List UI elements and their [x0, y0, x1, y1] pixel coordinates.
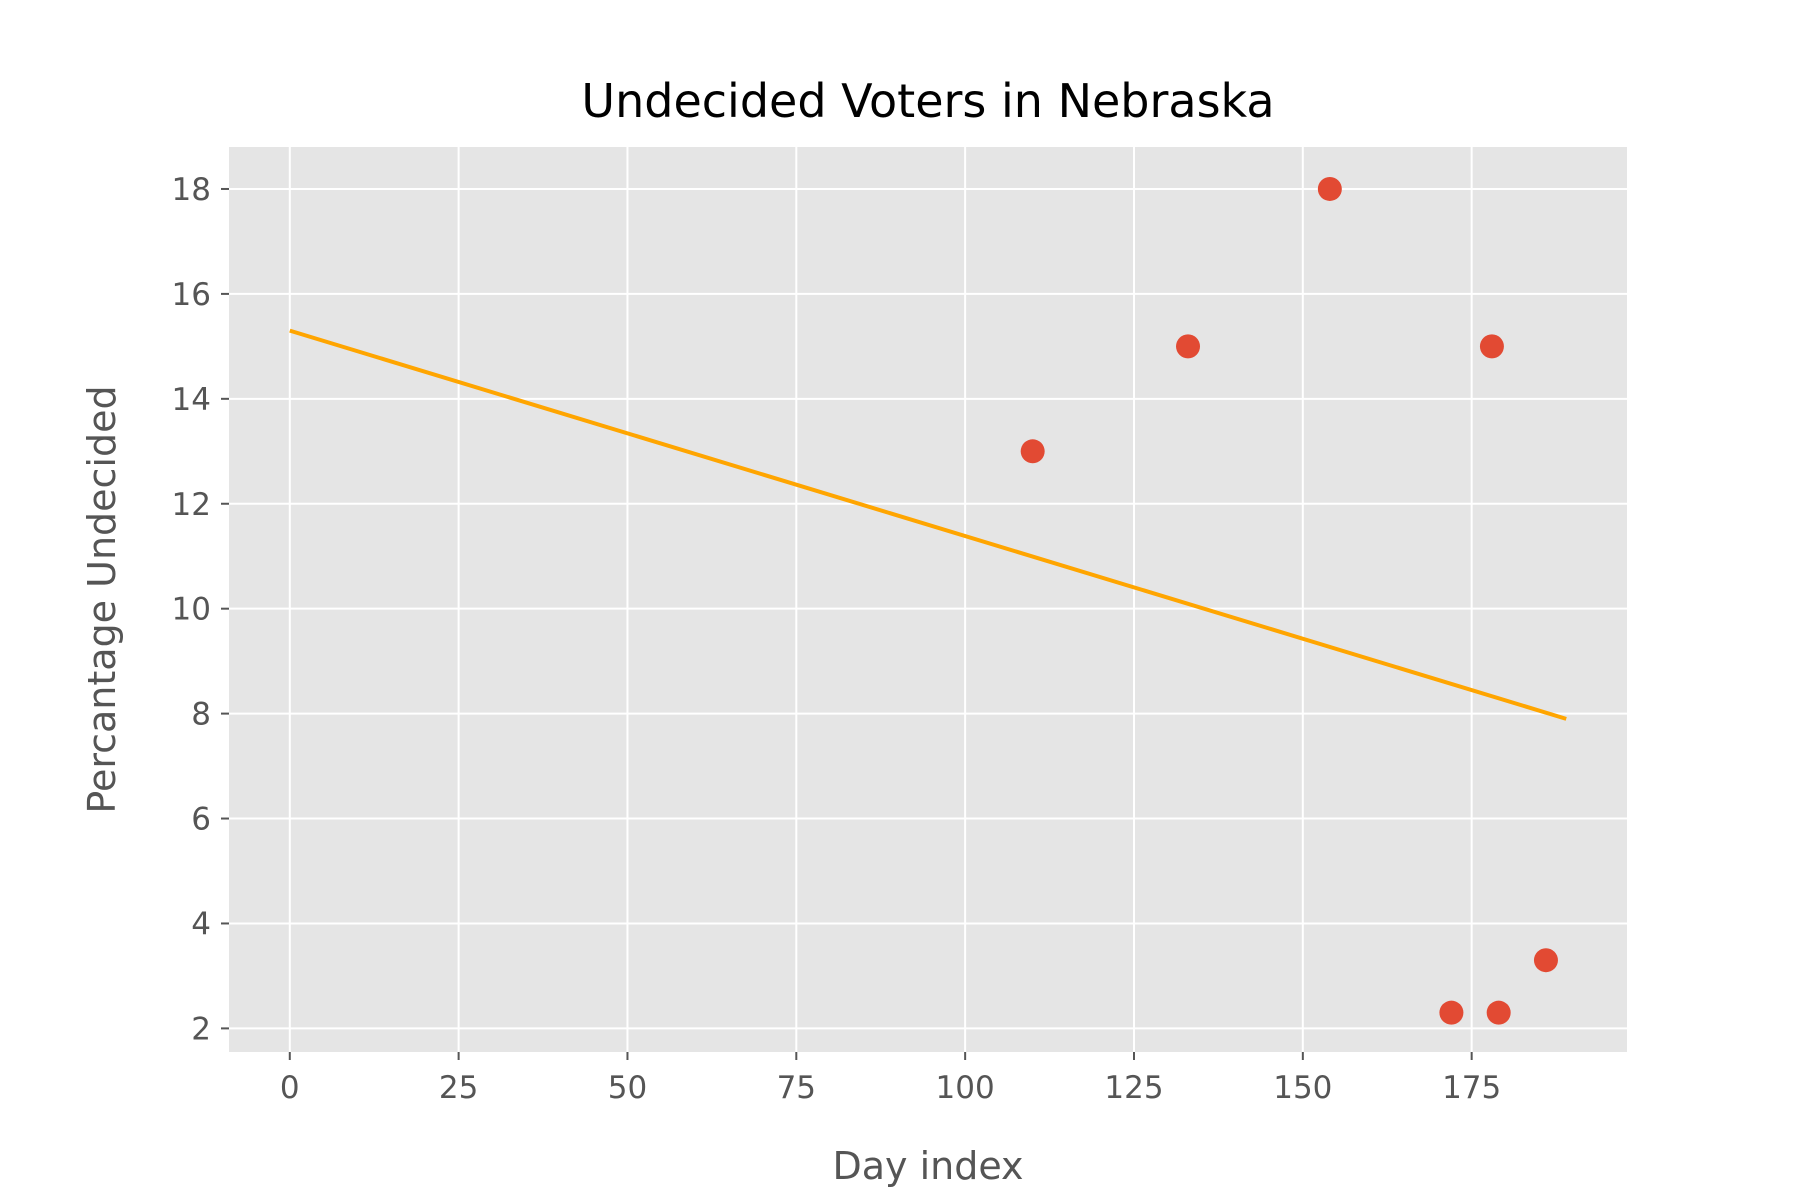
y-axis-label: Percantage Undecided	[80, 385, 124, 813]
scatter-point	[1020, 439, 1045, 464]
plot-area	[229, 147, 1627, 1052]
x-tick-label: 150	[1273, 1070, 1332, 1106]
x-tick-label: 0	[280, 1070, 300, 1106]
x-tick-label: 175	[1442, 1070, 1501, 1106]
scatter-point	[1439, 1000, 1464, 1025]
x-tick-label: 25	[439, 1070, 478, 1106]
x-tick-label: 50	[608, 1070, 647, 1106]
y-tick-label: 12	[172, 487, 211, 523]
y-tick-label: 18	[172, 172, 211, 208]
x-ticks: 0 25 50 75 100 125 150 175	[280, 1052, 1501, 1106]
y-ticks: 2 4 6 8 10 12 14 16 18	[172, 172, 229, 1047]
grid	[229, 147, 1627, 1052]
y-tick-label: 4	[191, 906, 211, 942]
y-tick-label: 6	[191, 802, 211, 838]
trend-line	[289, 328, 1567, 721]
scatter-point	[1533, 948, 1558, 973]
scatter-point	[1176, 334, 1201, 359]
scatter-point	[1479, 334, 1504, 359]
y-tick-label: 2	[191, 1011, 211, 1047]
y-tick-label: 10	[172, 592, 211, 628]
y-tick-label: 16	[172, 277, 211, 313]
chart-title: Undecided Voters in Nebraska	[581, 74, 1274, 128]
y-tick-label: 8	[191, 697, 211, 733]
scatter-point	[1317, 176, 1342, 201]
x-tick-label: 75	[777, 1070, 816, 1106]
y-tick-label: 14	[172, 382, 211, 418]
x-tick-label: 100	[936, 1070, 995, 1106]
scatter-point	[1486, 1000, 1511, 1025]
x-tick-label: 125	[1104, 1070, 1163, 1106]
x-axis-label: Day index	[832, 1144, 1023, 1188]
series-layer	[289, 176, 1567, 1025]
